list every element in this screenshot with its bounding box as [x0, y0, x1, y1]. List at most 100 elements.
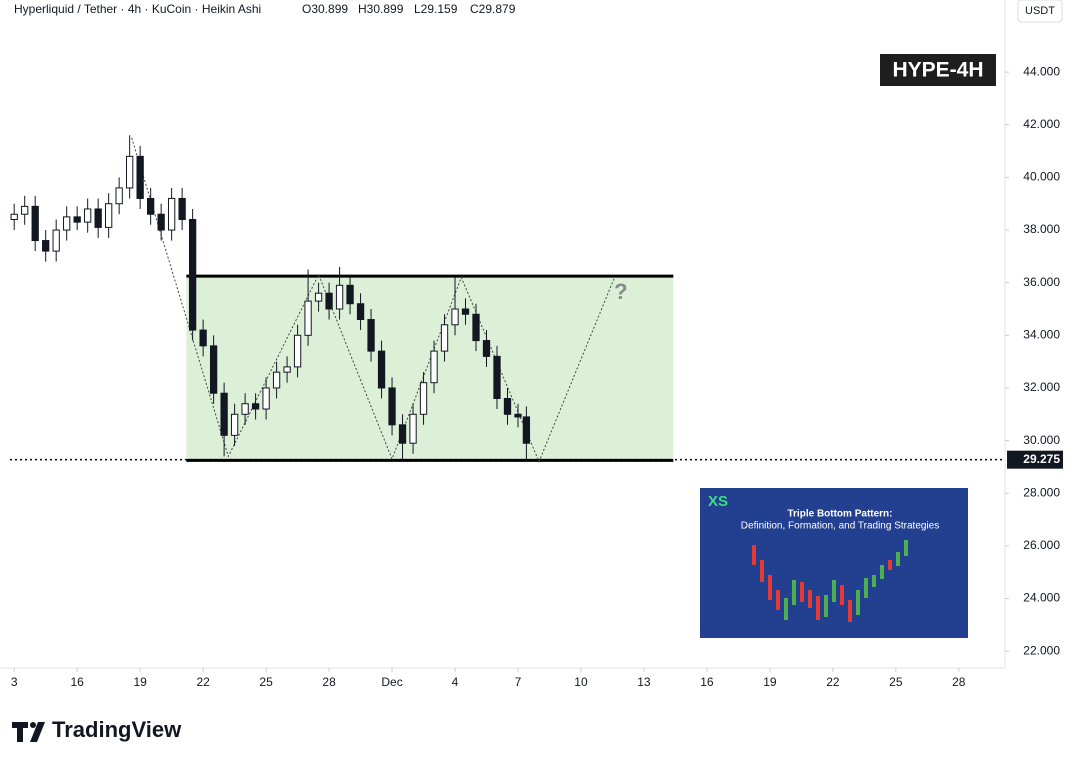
inset-logo: XS [708, 493, 728, 510]
candle-body [146, 197, 155, 215]
candle-body [63, 216, 71, 231]
candle-body [367, 319, 375, 352]
symbol-title: Hyperliquid / Tether · 4h · KuCoin · Hei… [14, 2, 261, 16]
y-tick-label: 28.000 [1023, 485, 1060, 499]
candle-body [377, 350, 386, 389]
x-tick-label: 3 [11, 675, 18, 689]
candle-body [356, 303, 365, 321]
logo-mark [12, 722, 45, 742]
ohlc-close: C29.879 [470, 2, 516, 16]
y-tick-label: 40.000 [1023, 170, 1060, 184]
y-tick-label: 44.000 [1023, 64, 1060, 78]
candle-body [10, 213, 18, 221]
candle-body [262, 387, 270, 410]
y-tick-label: 36.000 [1023, 275, 1060, 289]
y-tick-label: 22.000 [1023, 643, 1060, 657]
y-tick-label: 30.000 [1023, 433, 1060, 447]
x-tick-label: 7 [515, 675, 522, 689]
currency: USDT [1025, 5, 1055, 17]
y-tick-label: 32.000 [1023, 380, 1060, 394]
candle-body [31, 205, 39, 242]
candle-body [188, 219, 197, 331]
candle-body [73, 216, 81, 223]
candle-body [493, 355, 501, 399]
y-tick-label: 26.000 [1023, 538, 1060, 552]
x-tick-label: 13 [637, 675, 651, 689]
candle-body [42, 240, 50, 252]
candle-body [472, 313, 480, 342]
x-tick-label: 4 [452, 675, 459, 689]
candle-body [126, 155, 134, 189]
candle-body [325, 292, 333, 310]
ohlc-open: O30.899 [302, 2, 348, 16]
pattern-line [131, 137, 616, 463]
candle-body [522, 416, 531, 444]
y-tick-label: 24.000 [1023, 591, 1060, 605]
candle-body [283, 366, 291, 373]
x-tick-label: Dec [381, 675, 402, 689]
ohlc-high: H30.899 [358, 2, 404, 16]
candle-body [293, 334, 302, 368]
candle-body [451, 308, 459, 326]
inset-illustration [752, 540, 908, 622]
candle-body [335, 284, 344, 310]
tag: HYPE-4H [892, 59, 983, 82]
tag-box [880, 54, 996, 86]
candle-body [272, 371, 281, 389]
candle-body [419, 382, 428, 415]
y-tick-label: 38.000 [1023, 222, 1060, 236]
y-tick-label: 42.000 [1023, 117, 1060, 131]
x-tick-label: 16 [70, 675, 84, 689]
candle-body [94, 208, 102, 228]
candle-body [304, 300, 312, 336]
x-tick-label: 22 [196, 675, 210, 689]
currency-box [1017, 0, 1063, 23]
candle-body [220, 392, 228, 436]
x-tick-label: 19 [133, 675, 147, 689]
footer-logo [12, 722, 45, 742]
x-tick-label: 22 [826, 675, 840, 689]
candle-body [409, 413, 417, 444]
inset: XS Triple Bottom Pattern: Definition, Fo… [700, 488, 968, 638]
logo-dot [30, 722, 36, 728]
candle-body [514, 413, 522, 418]
candle-body [84, 208, 92, 223]
candle-body [157, 213, 165, 231]
candle-body [398, 424, 407, 444]
candle-body [21, 205, 29, 215]
candle-body [430, 350, 438, 384]
candle-body [461, 308, 470, 315]
last-price-label: 29.275 [1023, 452, 1060, 466]
candle-body [346, 284, 354, 305]
x-tick-label: 16 [700, 675, 714, 689]
x-tick-label: 25 [259, 675, 273, 689]
candle-body [440, 324, 449, 352]
candle-body [230, 413, 239, 436]
candle-body [115, 187, 123, 205]
x-tick-label: 19 [763, 675, 777, 689]
candle-body [136, 155, 144, 199]
annotation: ? [614, 279, 627, 304]
x-tick-label: 25 [889, 675, 903, 689]
x-tick-label: 28 [322, 675, 336, 689]
candle-body [251, 403, 260, 410]
candle-body [178, 197, 186, 221]
x-tick-label: 10 [574, 675, 588, 689]
inset-box [700, 488, 968, 638]
ohlc-low: L29.159 [414, 2, 458, 16]
inset-subtitle: Definition, Formation, and Trading Strat… [741, 521, 939, 532]
candle-body [167, 197, 176, 231]
candle-body [503, 397, 512, 415]
y-tick-label: 34.000 [1023, 327, 1060, 341]
plot: 22.000 24.000 26.000 28.000 30.000 32.000 34.0… [10, 64, 1063, 689]
candle-body [314, 292, 323, 302]
candle-body [105, 203, 113, 228]
candle-body [241, 403, 249, 415]
range-box [186, 276, 674, 461]
candle-body [199, 329, 207, 347]
candle-body [52, 229, 60, 252]
last-price-box [1007, 450, 1063, 469]
inset-title: Triple Bottom Pattern: [787, 509, 892, 520]
candle-body [209, 345, 218, 394]
